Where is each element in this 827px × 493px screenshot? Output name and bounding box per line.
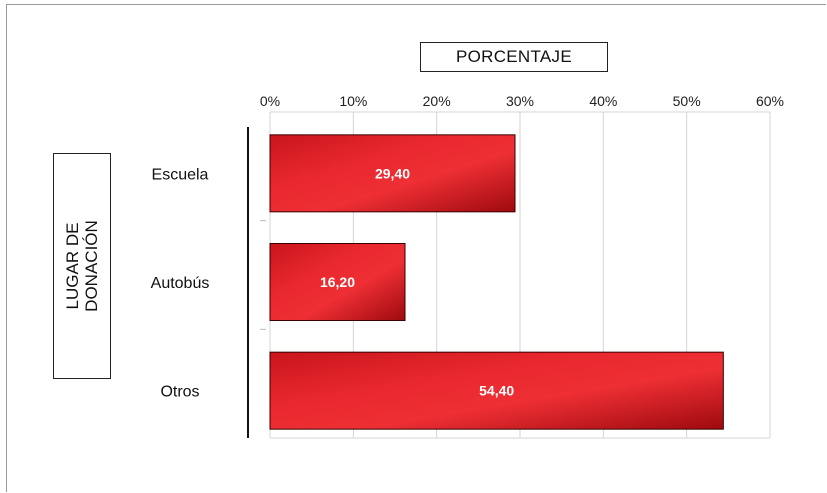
axes bbox=[247, 127, 266, 438]
x-tick-label: 50% bbox=[673, 93, 701, 109]
category-label: Otros bbox=[160, 384, 199, 401]
data-label: 54,40 bbox=[479, 383, 514, 399]
x-tick-label: 20% bbox=[423, 93, 451, 109]
x-axis-title: PORCENTAJE bbox=[420, 42, 608, 72]
x-tick-labels: 0% 10% 20% 30% 40% 50% 60% bbox=[260, 93, 784, 109]
category-labels: Escuela Autobús Otros bbox=[151, 166, 210, 400]
bars bbox=[269, 134, 724, 430]
x-tick-label: 40% bbox=[589, 93, 617, 109]
x-tick-label: 0% bbox=[260, 93, 280, 109]
category-label: Escuela bbox=[152, 166, 209, 183]
data-labels: 29,40 16,20 54,40 bbox=[320, 165, 514, 398]
bar bbox=[269, 243, 406, 321]
y-axis-title-box: LUGAR DE DONACIÓN bbox=[53, 153, 111, 379]
data-label: 16,20 bbox=[320, 274, 355, 290]
bar bbox=[269, 351, 724, 430]
x-tick-label: 10% bbox=[339, 93, 367, 109]
data-label: 29,40 bbox=[375, 165, 410, 181]
bar bbox=[269, 134, 516, 213]
x-tick-label: 60% bbox=[756, 93, 784, 109]
x-tick-label: 30% bbox=[506, 93, 534, 109]
figure-frame bbox=[6, 4, 826, 492]
category-label: Autobús bbox=[151, 275, 210, 292]
